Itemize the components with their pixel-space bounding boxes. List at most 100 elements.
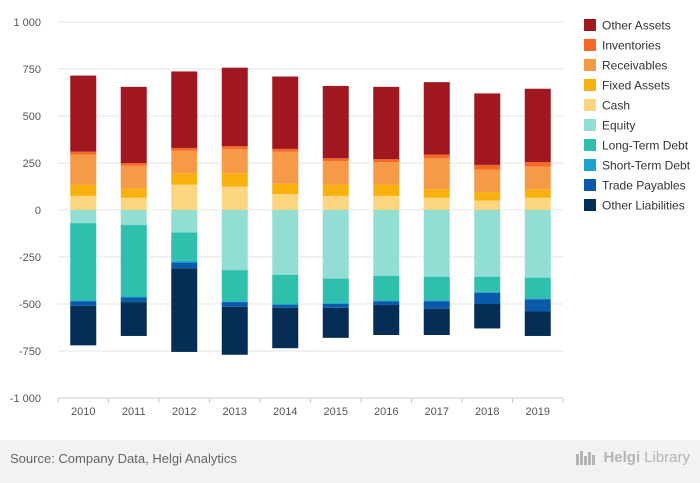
legend-swatch (584, 39, 596, 51)
bar-segment (120, 163, 147, 166)
bar-segment (322, 307, 349, 338)
x-tick-label: 2012 (172, 406, 196, 418)
bar-segment (221, 146, 248, 149)
bar-segment (373, 195, 400, 210)
brand-name-part2: Library (644, 448, 690, 466)
bar-segment (171, 173, 198, 185)
x-tick-label: 2017 (425, 406, 449, 418)
legend-swatch (584, 59, 596, 71)
bar-segment (221, 301, 248, 303)
x-tick-label: 2018 (475, 406, 499, 418)
bar-segment (474, 304, 501, 329)
bar-segment (373, 304, 400, 336)
bar-segment (272, 304, 299, 305)
bar-segment (373, 301, 400, 305)
bar-segment (524, 298, 551, 300)
bar-segment (221, 270, 248, 302)
bar-segment (322, 210, 349, 279)
bar-segment (322, 158, 349, 162)
y-tick-label: 1 000 (13, 17, 41, 29)
bar-segment (171, 260, 198, 263)
bar-segment (524, 197, 551, 210)
bar-segment (120, 297, 147, 303)
bar-segment (373, 86, 400, 160)
bar-segment (272, 304, 299, 308)
legend-label: Cash (602, 99, 630, 113)
bar-segment (120, 197, 147, 210)
legend-swatch (584, 179, 596, 191)
y-tick-label: 750 (23, 64, 41, 76)
x-tick-label: 2014 (273, 406, 297, 418)
bar-segment (221, 186, 248, 210)
bar-segment (423, 308, 450, 336)
bar-segment (474, 200, 501, 210)
bar-segment (171, 71, 198, 148)
bar-segment (373, 162, 400, 185)
bar-segment (423, 210, 450, 277)
legend-swatch (584, 119, 596, 131)
x-tick-label: 2013 (223, 406, 247, 418)
bar-segment (474, 292, 501, 304)
bar-segment (120, 210, 147, 226)
y-tick-label: -750 (19, 346, 41, 358)
bar-segment (423, 276, 450, 301)
bar-segment (120, 86, 147, 163)
bar-segment (524, 189, 551, 198)
stacked-bar-chart: 1 000 750 500 250 0 -250 -500 -750 -1 000 2010 201… (10, 17, 691, 418)
bar-segment (322, 278, 349, 304)
bar-segment (70, 300, 97, 302)
brand-name-part1: Helgi (603, 448, 641, 466)
bar-segment (373, 275, 400, 301)
bar-segment (474, 276, 501, 292)
legend-label: Trade Payables (602, 179, 686, 193)
bar-segment (524, 277, 551, 299)
legend-swatch (584, 199, 596, 211)
bar-segment (524, 299, 551, 312)
bar-segment (524, 311, 551, 336)
bar-segment (70, 195, 97, 210)
bar-segment (423, 158, 450, 190)
bar-segment (171, 262, 198, 269)
bar-segment (272, 183, 299, 195)
bar-segment (474, 192, 501, 201)
x-tick-label: 2015 (324, 406, 348, 418)
bar-segment (272, 151, 299, 184)
bar-segment (221, 173, 248, 187)
bar-segment (524, 162, 551, 167)
legend-label: Short-Term Debt (602, 159, 691, 173)
bar-segment (221, 148, 248, 174)
bar-segment (120, 302, 147, 336)
bar-segment (171, 232, 198, 261)
x-tick-label: 2010 (71, 406, 95, 418)
bar-segment (474, 169, 501, 193)
legend-label: Fixed Assets (602, 79, 670, 93)
x-tick-label: 2016 (374, 406, 398, 418)
bar-segment (171, 147, 198, 151)
x-tick-label: 2011 (122, 406, 146, 418)
bar-segment (272, 274, 299, 304)
bar-segment (423, 300, 450, 302)
bar-segment (70, 210, 97, 224)
y-tick-label: -1 000 (10, 393, 41, 405)
bar-segment (322, 85, 349, 159)
bar-segment (322, 184, 349, 196)
bar-segment (70, 75, 97, 152)
legend-swatch (584, 139, 596, 151)
bar-segment (474, 164, 501, 170)
bar-segment (423, 154, 450, 159)
bar-segment (373, 300, 400, 302)
bar-segment (524, 210, 551, 278)
y-tick-label: -250 (19, 252, 41, 264)
legend-label: Other Liabilities (602, 199, 685, 213)
source-note: Source: Company Data, Helgi Analytics (10, 451, 237, 466)
bar-segment (322, 161, 349, 185)
bar-segment (423, 301, 450, 309)
x-tick-label: 2019 (526, 406, 550, 418)
bar-segment (221, 302, 248, 307)
legend-label: Other Assets (602, 19, 671, 33)
bar-segment (373, 184, 400, 196)
bar-segment (171, 184, 198, 210)
bar-segment (120, 225, 147, 297)
bar-segment (423, 189, 450, 198)
bar-segment (272, 148, 299, 152)
